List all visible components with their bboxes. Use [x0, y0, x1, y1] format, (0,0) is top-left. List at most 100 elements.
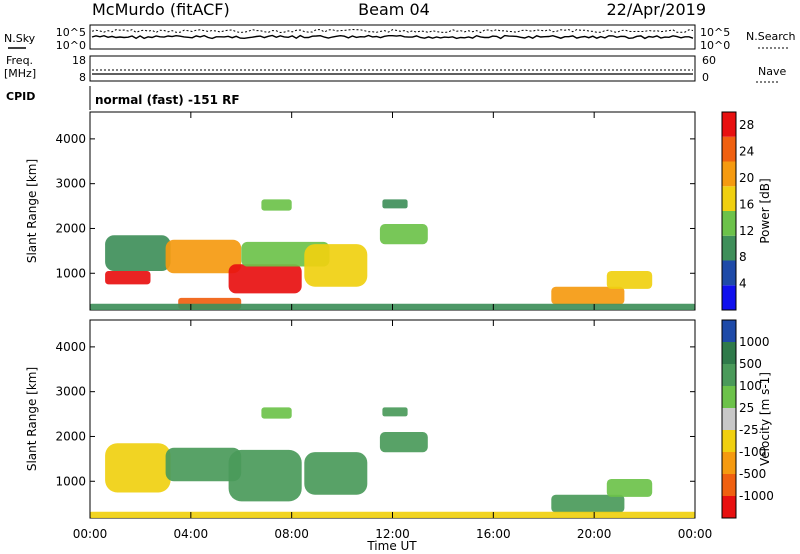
colorbar-tick: 8 [739, 250, 747, 264]
colorbar-tick: -25 [739, 423, 759, 437]
noise-panel [89, 24, 696, 50]
xtick-label: 20:00 [577, 527, 612, 541]
colorbar-swatch [722, 386, 736, 408]
colorbar-tick: 1000 [739, 335, 770, 349]
power-region-9 [551, 286, 625, 305]
velocity-region-2 [228, 449, 302, 502]
colorbar-swatch [722, 136, 736, 162]
ytick-label: 1000 [55, 474, 86, 488]
noise-tick-bottom-right: 10^0 [700, 39, 730, 52]
velocity-region-4 [379, 432, 428, 453]
colorbar-swatch [722, 112, 736, 137]
noise-tick-bottom-left: 10^0 [56, 39, 86, 52]
colorbar-frame [721, 111, 737, 311]
ytick-label: 2000 [55, 221, 86, 235]
power-region-6 [379, 224, 428, 245]
xtick-label: 16:00 [476, 527, 511, 541]
velocity-region-1 [165, 447, 242, 482]
colorbar-swatch [722, 320, 736, 342]
velocity-region-0 [105, 443, 171, 493]
colorbar-tick: 100 [739, 379, 762, 393]
noise-tick-top-left: 10^5 [56, 26, 86, 39]
nsearch-label: N.Search [746, 30, 796, 43]
power-ylabel: Slant Range [km] [25, 159, 39, 263]
ytick-label: 4000 [55, 132, 86, 146]
velocity-panel-frame [89, 319, 696, 519]
velocity-region-7 [551, 494, 625, 513]
xtick-label: 08:00 [274, 527, 309, 541]
ytick-label: 3000 [55, 385, 86, 399]
date-title: 22/Apr/2019 [606, 0, 706, 19]
power-region-3 [228, 264, 302, 294]
colorbar-tick: -100 [739, 445, 766, 459]
colorbar-tick: 4 [739, 277, 747, 291]
colorbar-swatch [722, 161, 736, 187]
xtick-label: 12:00 [375, 527, 410, 541]
colorbar-swatch [722, 285, 736, 310]
power-panel-frame [89, 111, 696, 311]
xtick-label: 00:00 [73, 527, 108, 541]
cpid-label: CPID [6, 90, 35, 103]
velocity-region-3 [304, 452, 368, 495]
power-region-1 [105, 271, 151, 285]
ytick-label: 2000 [55, 429, 86, 443]
velocity-region-6 [261, 407, 292, 419]
colorbar-swatch [722, 235, 736, 261]
colorbar-tick: 24 [739, 145, 754, 159]
velocity-colorbar-label: Velocity [m s-1] [758, 372, 772, 466]
colorbar-swatch [722, 342, 736, 364]
power-region-2 [165, 239, 242, 274]
nave-tick-bottom: 0 [702, 71, 709, 84]
noise-search-trace [91, 28, 694, 34]
xtick-label: 04:00 [174, 527, 209, 541]
freq-tick-top: 18 [72, 54, 86, 67]
colorbar-tick: 25 [739, 401, 754, 415]
colorbar-swatch [722, 474, 736, 496]
colorbar-swatch [722, 430, 736, 452]
colorbar-tick: 20 [739, 171, 754, 185]
colorbar-tick: 16 [739, 197, 754, 211]
colorbar-swatch [722, 260, 736, 286]
colorbar-tick: -1000 [739, 489, 774, 503]
station-title: McMurdo (fitACF) [92, 0, 230, 19]
power-region-0 [105, 235, 171, 271]
freq-label: Freq. [6, 54, 33, 67]
velocity-ylabel: Slant Range [km] [25, 367, 39, 471]
power-region-10 [606, 271, 653, 289]
colorbar-tick: 12 [739, 224, 754, 238]
colorbar-tick: -500 [739, 467, 766, 481]
noise-sky-trace [91, 34, 694, 40]
nave-tick-top: 60 [702, 54, 716, 67]
ytick-label: 4000 [55, 340, 86, 354]
power-panel: 1000 2000 3000 4000 Slant Range [km] 4 8 12 16… [25, 111, 772, 311]
nsky-label: N.Sky [4, 32, 36, 45]
velocity-region-5 [382, 407, 408, 417]
colorbar-swatch [722, 186, 736, 211]
ytick-label: 3000 [55, 177, 86, 191]
beam-title: Beam 04 [358, 0, 430, 19]
noise-tick-top-right: 10^5 [700, 26, 730, 39]
colorbar-swatch [722, 364, 736, 386]
power-colorbar-label: Power [dB] [758, 178, 772, 243]
ytick-label: 1000 [55, 266, 86, 280]
xtick-label: 00:00 [678, 527, 713, 541]
power-region-8 [261, 199, 292, 211]
freq-unit-label: [MHz] [4, 67, 36, 80]
colorbar-swatch [722, 408, 736, 430]
colorbar-tick: 28 [739, 118, 754, 132]
colorbar-frame [721, 319, 737, 519]
power-region-7 [382, 199, 408, 209]
freq-tick-bottom: 8 [79, 71, 86, 84]
power-region-5 [304, 244, 368, 287]
colorbar-swatch [722, 496, 736, 518]
x-axis-label: Time UT [366, 539, 417, 553]
nave-label: Nave [758, 65, 786, 78]
freq-panel [89, 55, 696, 82]
colorbar-tick: 500 [739, 357, 762, 371]
colorbar-swatch [722, 211, 736, 236]
colorbar-swatch [722, 452, 736, 474]
mode-label: normal (fast) -151 RF [95, 93, 240, 107]
velocity-region-8 [606, 479, 653, 497]
velocity-panel: 1000 2000 3000 4000 Slant Range [km] 1000 50… [25, 319, 774, 519]
